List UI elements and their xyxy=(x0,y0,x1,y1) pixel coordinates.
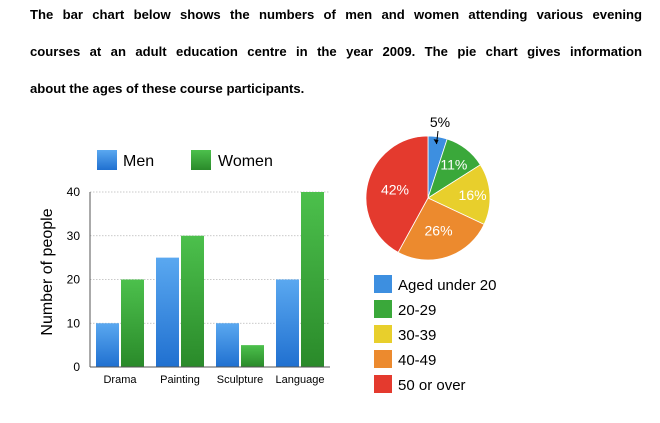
legend-label-women: Women xyxy=(218,153,273,170)
x-tick-label: Drama xyxy=(103,374,137,386)
bar-men-painting xyxy=(156,257,179,367)
bar-men-sculpture xyxy=(216,323,239,367)
bar-women-language xyxy=(301,192,324,367)
y-tick-label: 20 xyxy=(67,273,81,287)
bar-axes: 0 10 20 30 40 Drama Painting Sculpture Language xyxy=(67,185,330,386)
intro-line-2: courses at an adult education centre in … xyxy=(30,44,642,59)
y-tick-label: 0 xyxy=(73,360,80,374)
x-tick-label: Language xyxy=(276,374,325,386)
intro-line-3: about the ages of these course participa… xyxy=(30,81,305,96)
legend-swatch-men xyxy=(97,150,117,170)
bar-women-sculpture xyxy=(241,345,264,367)
intro-line-1: The bar chart below shows the numbers of… xyxy=(30,7,642,22)
bar-women-painting xyxy=(181,235,204,367)
y-tick-label: 10 xyxy=(67,316,81,330)
legend-label-men: Men xyxy=(123,153,154,170)
y-axis-label: Number of people xyxy=(39,208,56,335)
bar-men-drama xyxy=(96,323,119,367)
bar-marks xyxy=(96,192,324,367)
legend-swatch-women xyxy=(191,150,211,170)
bar-men-language xyxy=(276,279,299,367)
x-tick-label: Painting xyxy=(160,374,200,386)
y-tick-label: 40 xyxy=(67,185,81,199)
bar-legend: Men Women xyxy=(97,150,273,170)
x-tick-label: Sculpture xyxy=(217,374,263,386)
y-tick-label: 30 xyxy=(67,229,81,243)
bar-women-drama xyxy=(121,279,144,367)
